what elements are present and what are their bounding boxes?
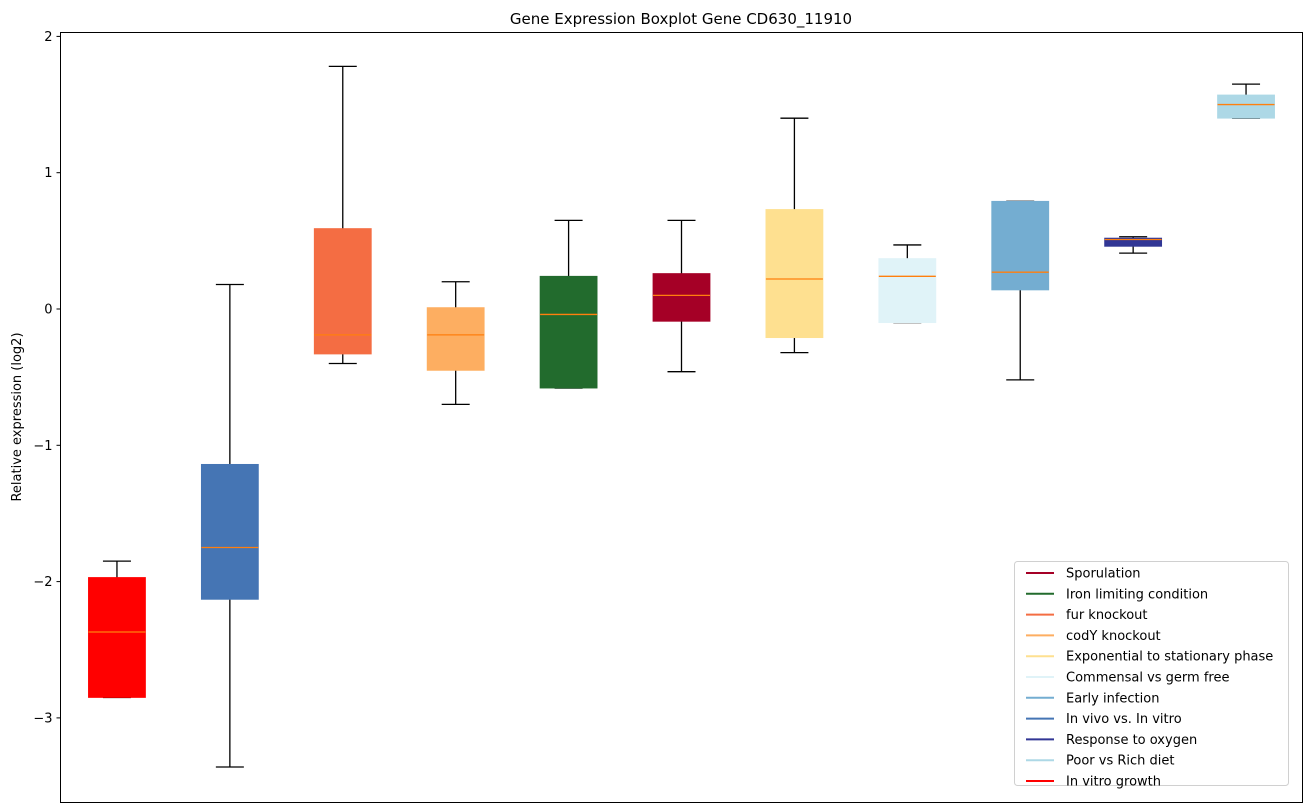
box-in-vivo-vs-in-vitro: [200, 283, 259, 768]
legend-item: Exponential to stationary phase: [1026, 650, 1273, 665]
legend-label: Commensal vs germ free: [1066, 671, 1229, 686]
box-body: [652, 273, 711, 322]
legend-label: In vivo vs. In vitro: [1066, 712, 1182, 727]
legend-label: Poor vs Rich diet: [1066, 754, 1174, 769]
legend-label: Response to oxygen: [1066, 733, 1197, 748]
legend-item: In vitro growth: [1026, 775, 1161, 790]
legend-item: Early infection: [1026, 691, 1159, 706]
box-early-infection: [991, 200, 1050, 381]
y-tick-label: 1: [44, 166, 52, 181]
legend-label: fur knockout: [1066, 608, 1148, 623]
legend-item: Iron limiting condition: [1026, 587, 1208, 602]
chart-title: Gene Expression Boxplot Gene CD630_11910: [510, 10, 852, 29]
box-body: [1217, 94, 1275, 119]
legend-label: In vitro growth: [1066, 775, 1161, 790]
box-commensal-vs-germ-free: [878, 244, 937, 324]
legend-label: Sporulation: [1066, 567, 1141, 582]
box-body: [1104, 237, 1163, 247]
legend-label: codY knockout: [1066, 629, 1161, 644]
box-body: [426, 307, 485, 371]
legend-item: Sporulation: [1026, 567, 1141, 582]
box-response-to-oxygen: [1104, 236, 1163, 254]
box-poor-vs-rich-diet: [1217, 83, 1275, 119]
box-body: [313, 228, 372, 355]
legend-item: Poor vs Rich diet: [1026, 754, 1174, 769]
y-tick-label: −2: [33, 575, 52, 590]
legend-item: In vivo vs. In vitro: [1026, 712, 1182, 727]
box-in-vitro-growth: [88, 560, 146, 699]
y-tick-label: 0: [44, 303, 52, 318]
boxes: [88, 65, 1275, 768]
legend-label: Early infection: [1066, 691, 1159, 706]
y-axis-label: Relative expression (log2): [10, 332, 25, 501]
y-axis-ticks: 2 1 0 −1 −2 −3: [33, 30, 61, 726]
legend-frame: [1014, 561, 1289, 786]
legend-item: fur knockout: [1026, 608, 1148, 623]
box-body: [200, 463, 259, 600]
box-iron-limiting-condition: [539, 219, 598, 389]
legend: Sporulation Iron limiting condition fur kn…: [1014, 561, 1289, 790]
legend-label: Exponential to stationary phase: [1066, 650, 1273, 665]
plot-frame: [60, 32, 1303, 803]
box-body: [88, 577, 146, 698]
box-fur-knockout: [313, 65, 372, 365]
legend-item: codY knockout: [1026, 629, 1161, 644]
y-tick-label: 2: [44, 30, 52, 45]
box-body: [539, 275, 598, 389]
box-body: [991, 200, 1050, 291]
y-tick-label: −3: [33, 711, 52, 726]
legend-label: Iron limiting condition: [1066, 587, 1208, 602]
box-sporulation: [652, 219, 711, 373]
box-body: [765, 209, 824, 339]
legend-item: Commensal vs germ free: [1026, 671, 1229, 686]
box-cody-knockout: [426, 281, 485, 406]
y-tick-label: −1: [33, 439, 52, 454]
legend-item: Response to oxygen: [1026, 733, 1197, 748]
box-body: [878, 258, 937, 324]
box-exponential-to-stationary-phase: [765, 117, 824, 354]
